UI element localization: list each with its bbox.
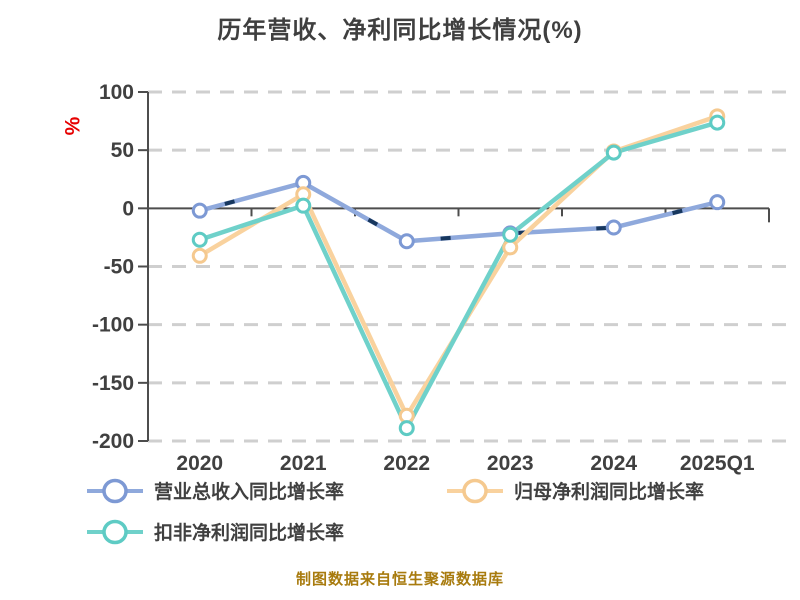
legend-item-0: 营业总收入同比增长率 [86, 477, 416, 504]
data-point-marker-s0-2022 [398, 233, 415, 250]
y-axis-tick-label: -100 [92, 314, 134, 337]
y-axis-tick-label: 100 [99, 81, 134, 104]
legend-marker-icon [87, 519, 143, 544]
x-axis-label: 2021 [280, 452, 327, 475]
data-point-marker-s2-2023 [502, 226, 519, 243]
x-axis-label: 2023 [487, 452, 534, 475]
y-axis-tick-label: -50 [104, 256, 134, 279]
footer-source-note: 制图数据来自恒生聚源数据库 [295, 571, 504, 588]
x-axis-label: 2020 [176, 452, 223, 475]
legend-label: 营业总收入同比增长率 [154, 482, 345, 503]
legend-label: 扣非净利润同比增长率 [154, 523, 345, 544]
data-point-marker-s0-2020 [191, 202, 208, 219]
legend-marker-icon [87, 478, 143, 503]
legend-marker-icon [447, 478, 503, 503]
data-point-marker-s1-2020 [191, 247, 208, 264]
y-axis-tick-label: 50 [111, 139, 134, 162]
y-axis-tick-label: 0 [122, 197, 134, 220]
data-point-marker-s2-2022 [398, 420, 415, 437]
y-axis-tick-label: -200 [92, 430, 134, 453]
legend-label: 归母净利润同比增长率 [514, 482, 705, 503]
chart-legend: 营业总收入同比增长率 归母净利润同比增长率扣非净利润同比增长率 [86, 477, 734, 545]
x-axis-label: 2025Q1 [680, 452, 755, 475]
data-point-marker-s2-2025Q1 [709, 114, 726, 131]
series-line-0 [197, 180, 720, 244]
data-point-marker-s0-2025Q1 [709, 194, 726, 211]
y-axis-tick-label: -150 [92, 372, 134, 395]
x-axis-label: 2022 [383, 452, 430, 475]
data-point-marker-s2-2021 [295, 197, 312, 214]
legend-row: 扣非净利润同比增长率 [86, 518, 734, 545]
series-line-2 [197, 120, 720, 431]
data-point-marker-s2-2020 [191, 231, 208, 248]
legend-row: 营业总收入同比增长率 归母净利润同比增长率 [86, 477, 734, 504]
legend-item-1: 归母净利润同比增长率 [446, 477, 704, 504]
data-point-marker-s2-2024 [605, 144, 622, 161]
x-axis-label: 2024 [590, 452, 637, 475]
data-point-marker-s0-2024 [605, 219, 622, 236]
data-point-marker-s1-2023 [502, 239, 519, 256]
legend-item-2: 扣非净利润同比增长率 [86, 518, 416, 545]
chart-title: 历年营收、净利同比增长情况(%) [217, 17, 583, 44]
